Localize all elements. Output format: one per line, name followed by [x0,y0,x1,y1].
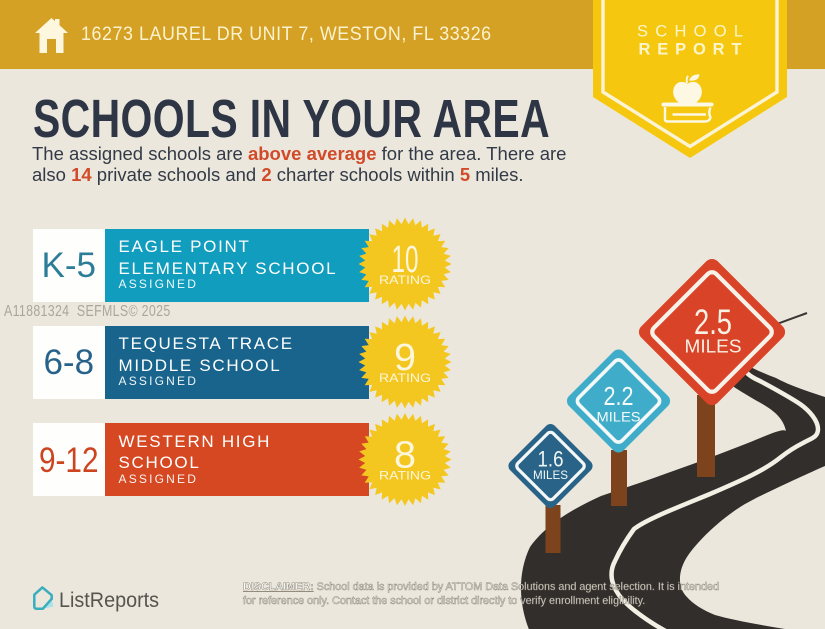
svg-text:2.2: 2.2 [604,381,634,411]
svg-text:MILES: MILES [533,468,568,482]
svg-text:10: 10 [392,239,419,281]
svg-text:8: 8 [394,435,416,477]
svg-text:RATING: RATING [379,469,431,483]
svg-text:RATING: RATING [379,273,431,287]
svg-text:2.5: 2.5 [694,303,732,342]
svg-text:1.6: 1.6 [538,447,564,472]
svg-text:9: 9 [394,337,416,379]
svg-text:MILES: MILES [685,336,742,357]
svg-text:RATING: RATING [379,371,431,385]
svg-text:MILES: MILES [597,410,641,425]
